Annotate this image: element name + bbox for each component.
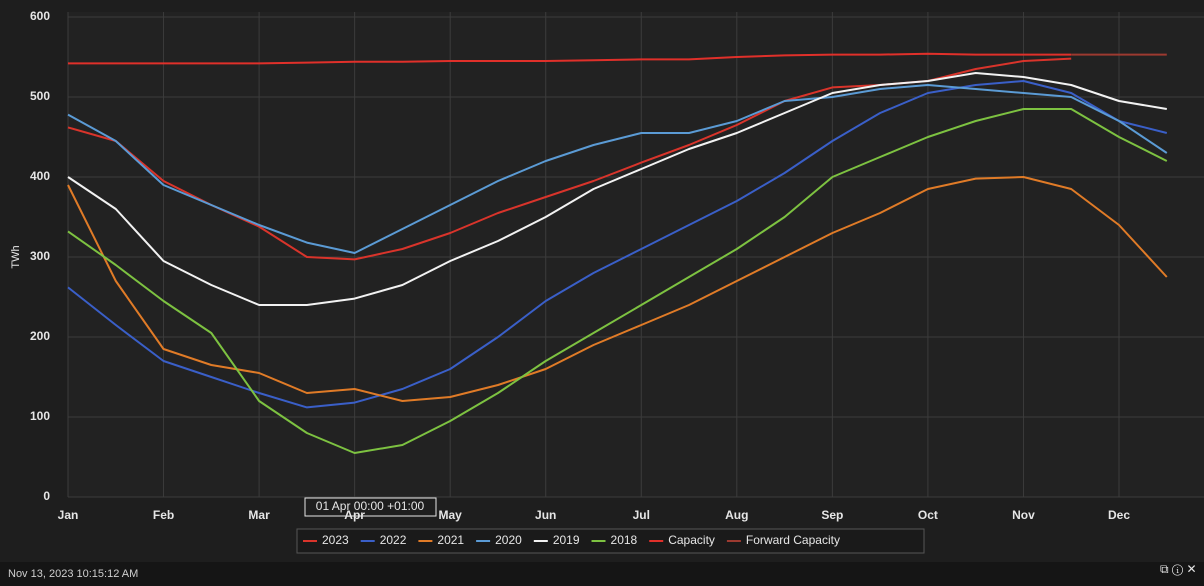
plot-area bbox=[68, 12, 1204, 497]
annotation-box bbox=[304, 497, 437, 517]
x-tick-label: May bbox=[439, 508, 463, 522]
footer-bar bbox=[0, 562, 1204, 586]
y-tick-label: 400 bbox=[30, 169, 50, 183]
x-tick-label: Nov bbox=[1012, 508, 1035, 522]
y-tick-label: 200 bbox=[30, 329, 50, 343]
grid bbox=[67, 12, 1204, 498]
y-tick-label: 100 bbox=[30, 409, 50, 423]
legend: 2023 2022 2021 2020 2019 2018 Capacity Forward … bbox=[303, 533, 840, 547]
x-tick-label: Mar bbox=[248, 508, 270, 522]
x-tick-label: Sep bbox=[821, 508, 843, 522]
series-line bbox=[67, 84, 1168, 254]
legend-label: 2023 bbox=[322, 533, 349, 547]
series-line bbox=[68, 52, 1072, 65]
y-axis-label: TWh bbox=[10, 245, 22, 268]
legend-label: 2021 bbox=[437, 533, 464, 547]
legend-label: 2019 bbox=[553, 533, 580, 547]
legend-label: 2022 bbox=[380, 533, 407, 547]
series-line bbox=[67, 72, 1167, 306]
x-tick-label: Aug bbox=[725, 508, 748, 522]
x-tick-label: Apr bbox=[344, 508, 365, 522]
y-tick-label: 300 bbox=[30, 249, 50, 263]
footer-timestamp: Nov 13, 2023 10:15:12 AM bbox=[8, 568, 138, 580]
y-tick-label: 0 bbox=[43, 489, 50, 503]
series-line bbox=[67, 176, 1168, 402]
y-tick-label: 600 bbox=[30, 9, 50, 23]
legend-label: Forward Capacity bbox=[746, 533, 840, 547]
toolbar-icons[interactable]: ⧉ ⓘ ✕ bbox=[1160, 562, 1197, 576]
annotation: 01 Apr 00:00 +01:00 bbox=[304, 497, 437, 517]
x-tick-label: Feb bbox=[153, 508, 174, 522]
x-tick-label: Jun bbox=[535, 508, 556, 522]
legend-label: 2018 bbox=[611, 533, 638, 547]
x-tick-label: Jan bbox=[58, 508, 79, 522]
legend-label: 2020 bbox=[495, 533, 522, 547]
legend-box bbox=[296, 528, 925, 554]
legend-label: Capacity bbox=[668, 533, 715, 547]
x-tick-label: Dec bbox=[1108, 508, 1130, 522]
x-tick-label: Jul bbox=[633, 508, 650, 522]
annotation-text: 01 Apr 00:00 +01:00 bbox=[316, 499, 425, 513]
y-tick-label: 500 bbox=[30, 89, 50, 103]
series-line bbox=[67, 108, 1168, 454]
lines bbox=[67, 52, 1168, 454]
x-tick-label: Oct bbox=[918, 508, 938, 522]
